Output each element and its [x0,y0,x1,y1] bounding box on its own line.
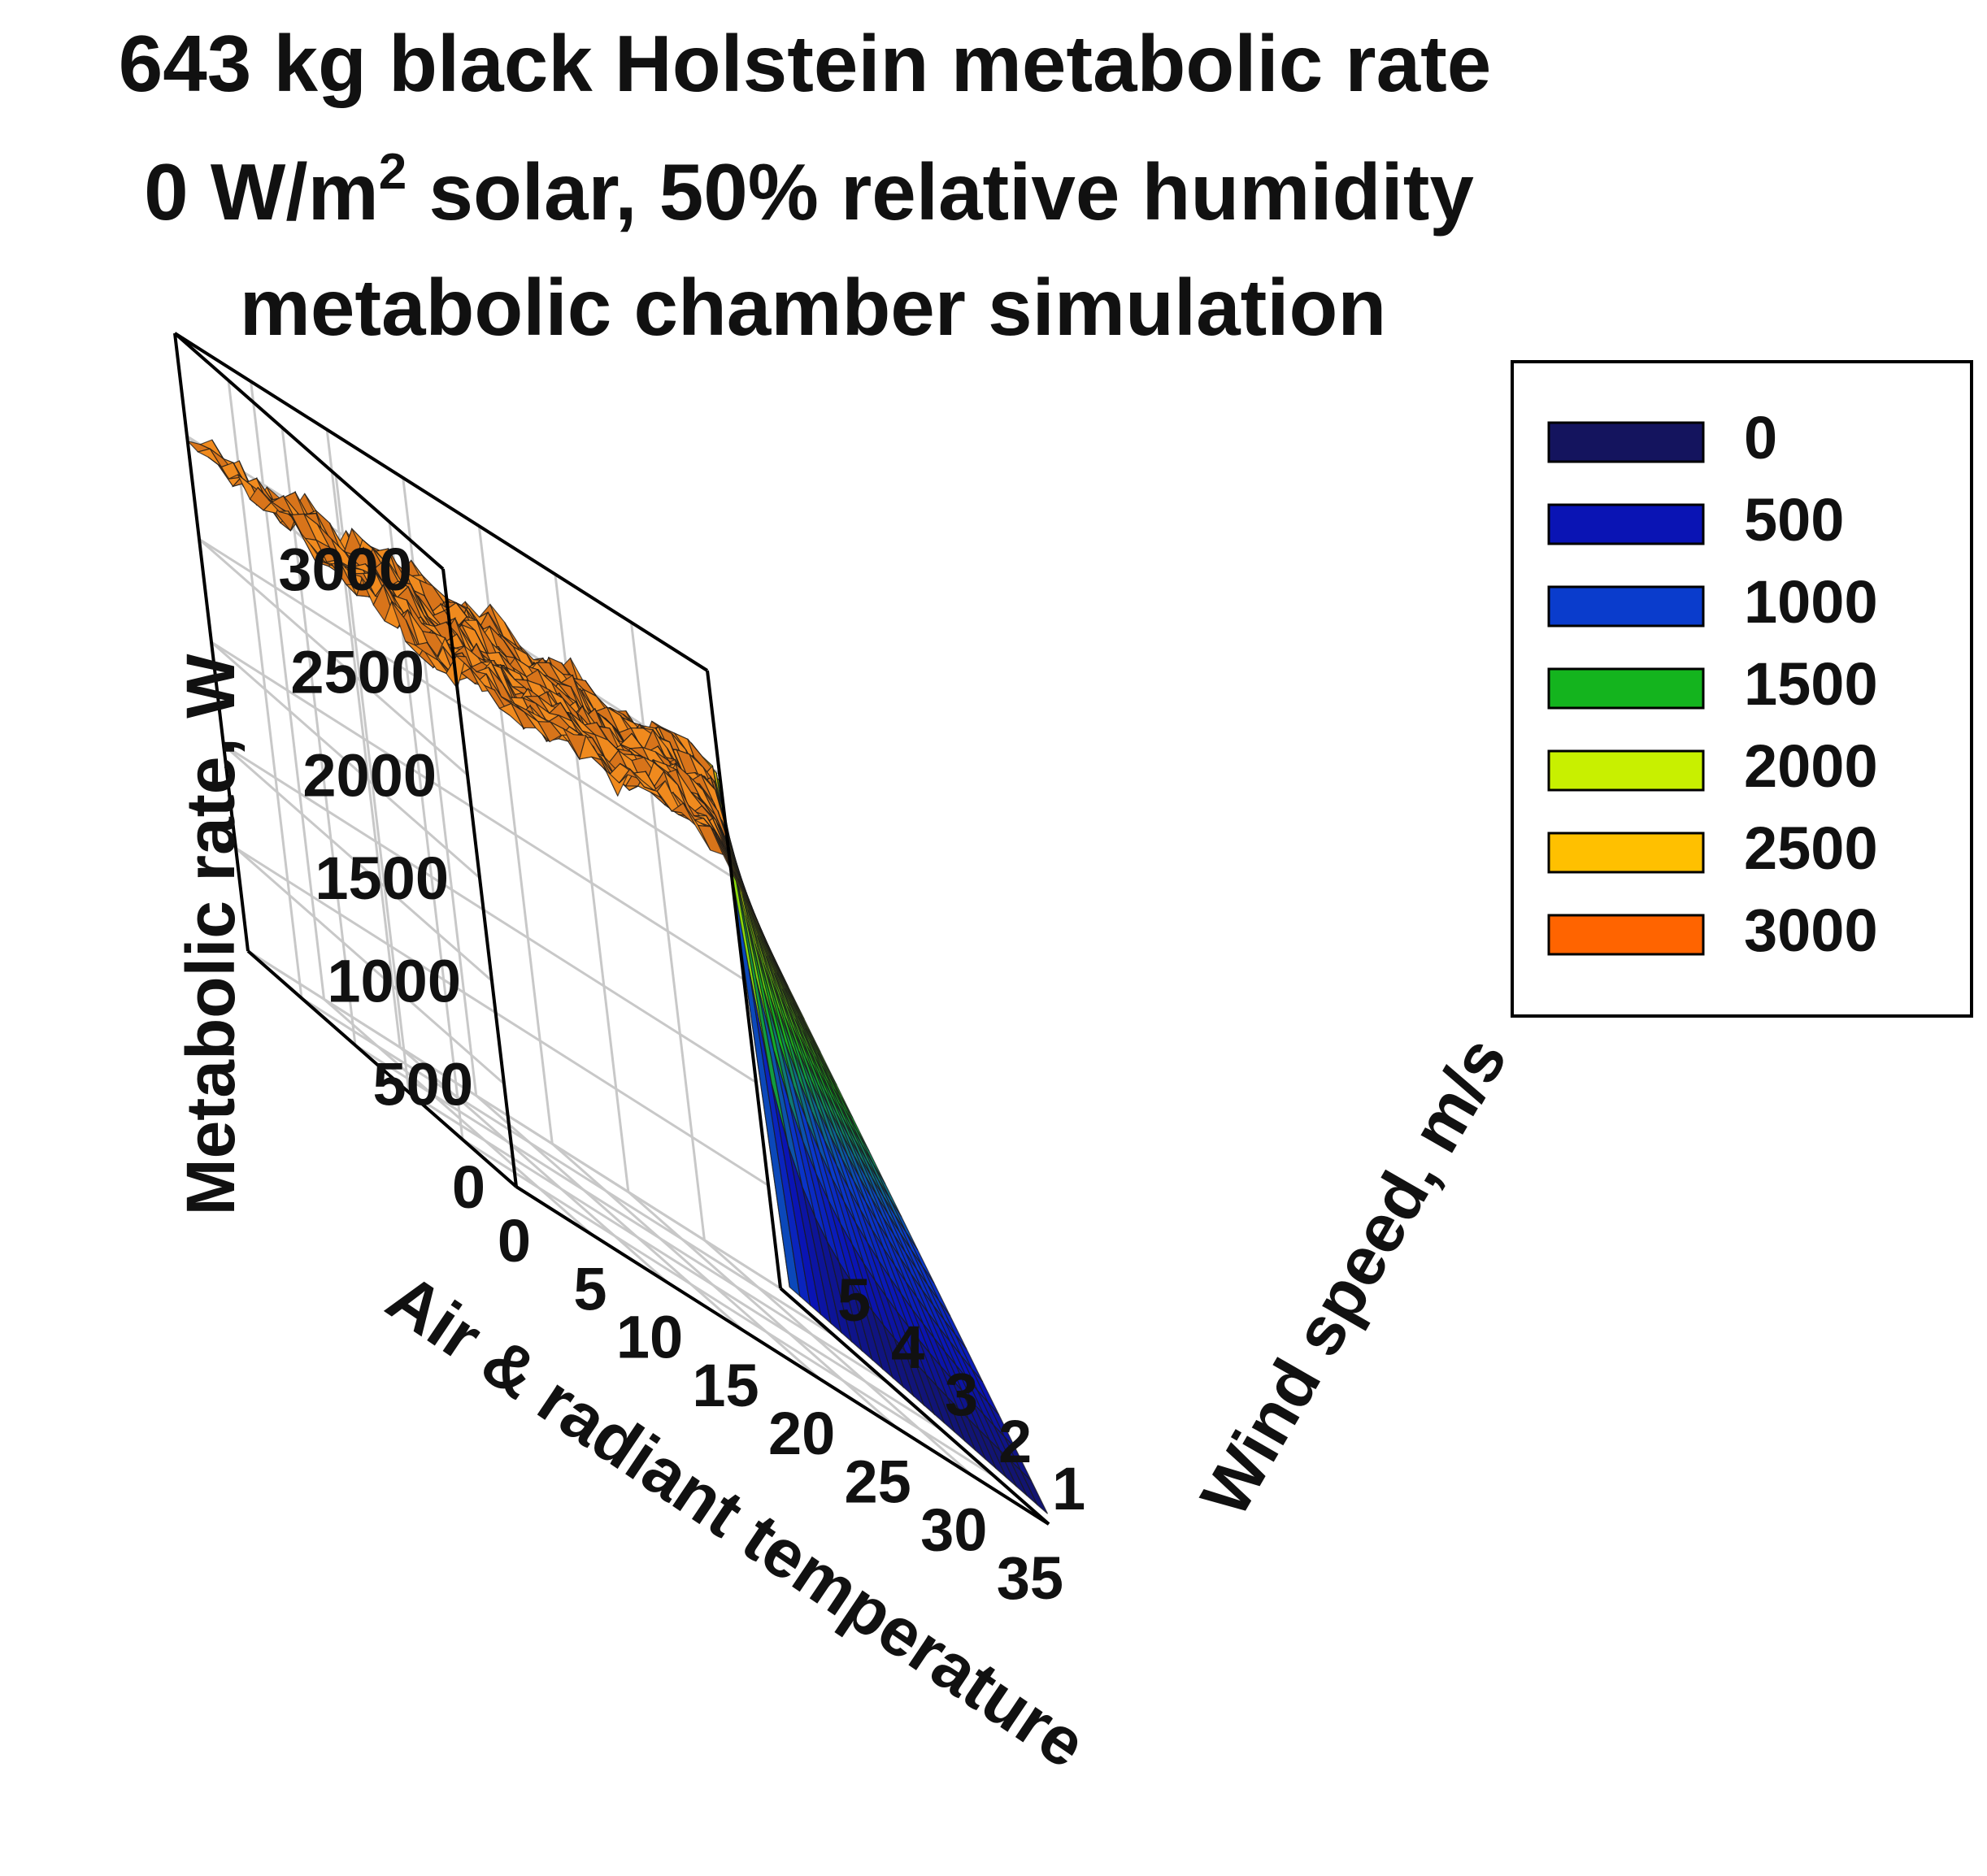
z-tick-label: 500 [373,1050,473,1118]
z-tick-label: 2500 [290,639,424,706]
y-tick-label: 1 [1052,1455,1085,1522]
chart-title-line-2: 0 W/m2 solar, 50% relative humidity [144,144,1474,237]
legend-label: 2500 [1744,814,1878,882]
gridline-back-h [211,641,745,981]
y-tick-label: 3 [945,1361,978,1428]
y-tick-label: 4 [891,1314,924,1381]
chart-title-line-1: 643 kg black Holstein metabolic rate [119,19,1491,108]
gridline-floor-x [627,1191,898,1429]
legend-swatch [1547,914,1705,956]
x-tick-label: 0 [498,1207,531,1275]
x-tick-label: 10 [616,1304,683,1371]
surface-plot [185,439,1049,1514]
gridline-left-h [198,538,468,776]
legend-label: 2000 [1744,732,1878,800]
legend-swatch [1547,503,1705,545]
gridline-back-v [629,622,706,1240]
y-tick-label: 2 [998,1408,1032,1475]
legend-label: 3000 [1744,897,1878,964]
gridline-left-h [211,641,480,879]
x-tick-label: 20 [768,1400,835,1467]
axis-edge [173,332,709,672]
legend-label: 0 [1744,404,1777,471]
gridline-left-h [235,847,505,1085]
gridline-floor-x [475,1094,746,1332]
z-tick-label: 2000 [302,741,437,809]
y-tick-label: 5 [837,1266,871,1334]
x-tick-label: 25 [845,1448,911,1515]
gridline-floor-y [354,1044,889,1384]
chart-title-line-3: metabolic chamber simulation [240,263,1386,352]
z-tick-label: 1500 [315,845,449,912]
z-tick-labels: 0 500 1000 1500 2000 2500 3000 [278,536,485,1221]
gridline-floor-x [703,1239,974,1477]
gridline-floor-y [301,997,835,1337]
axes-frame [173,332,1050,1526]
gridline-floor-x [551,1143,822,1381]
legend-swatch [1547,421,1705,463]
y-axis-label: Wind speed, m/s [1186,1024,1521,1528]
title-superscript: 2 [379,144,407,200]
legend-entries: 0 500 1000 1500 2000 2500 3000 [1547,404,1878,964]
axis-edge [706,670,782,1289]
gridline-back-h [223,744,757,1083]
z-tick-label: 1000 [327,948,461,1015]
title-value: 0 W/m [144,147,379,237]
axis-edge [173,332,250,952]
gridline-floor-x [399,1046,670,1284]
gridline-back-h [235,847,769,1187]
title-rest: solar, 50% relative humidity [428,147,1473,237]
surface-facet [1020,1470,1049,1514]
axis-edge [515,1185,1050,1526]
x-tick-label: 35 [997,1544,1063,1612]
legend: 0 500 1000 1500 2000 2500 3000 [1511,360,1973,1018]
gridline-floor-y [247,949,781,1290]
z-tick-label: 3000 [278,536,412,603]
legend-label: 500 [1744,486,1844,554]
x-tick-label: 30 [920,1496,987,1564]
axis-edge [246,949,518,1188]
axis-edge [779,1287,1050,1526]
legend-swatch [1547,667,1705,710]
legend-swatch [1547,585,1705,628]
gridline-back-v [250,381,326,1000]
legend-swatch [1547,832,1705,874]
legend-label: 1000 [1744,568,1878,636]
gridline-left-h [223,744,493,982]
x-tick-label: 5 [573,1255,607,1322]
gridline-left-v [280,427,357,1046]
z-tick-label: 0 [452,1153,485,1221]
z-axis-label: Metabolic rate, W [172,654,249,1216]
axis-edge [441,568,518,1188]
legend-label: 1500 [1744,650,1878,718]
legend-swatch [1547,749,1705,792]
x-tick-label: 15 [692,1352,759,1419]
axis-edge [173,332,445,571]
gridline-floor-x [323,998,593,1236]
x-axis-label: Air & radiant temperature [374,1259,1099,1783]
gridline-back-h [198,538,733,878]
gridline-back-v [325,429,402,1048]
gridline-floor-y [408,1091,942,1431]
gridline-floor-y [462,1138,996,1479]
